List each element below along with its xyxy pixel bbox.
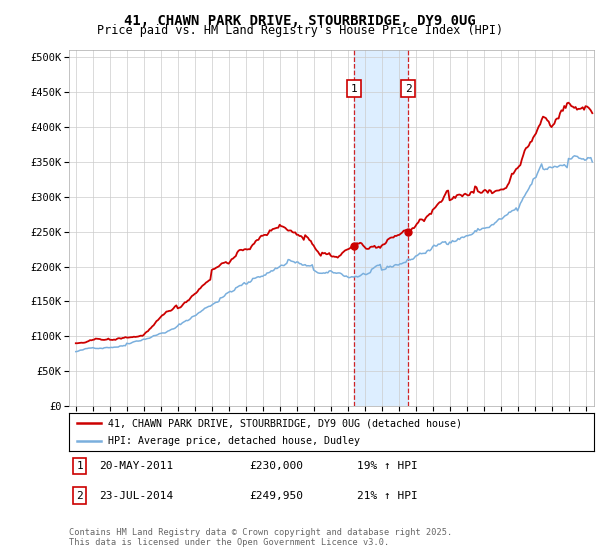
Text: 23-JUL-2014: 23-JUL-2014	[99, 491, 173, 501]
Text: 19% ↑ HPI: 19% ↑ HPI	[357, 461, 418, 471]
Text: Price paid vs. HM Land Registry's House Price Index (HPI): Price paid vs. HM Land Registry's House …	[97, 24, 503, 37]
Text: 41, CHAWN PARK DRIVE, STOURBRIDGE, DY9 0UG (detached house): 41, CHAWN PARK DRIVE, STOURBRIDGE, DY9 0…	[109, 418, 463, 428]
Text: 21% ↑ HPI: 21% ↑ HPI	[357, 491, 418, 501]
Text: Contains HM Land Registry data © Crown copyright and database right 2025.
This d: Contains HM Land Registry data © Crown c…	[69, 528, 452, 547]
Bar	[354, 50, 408, 406]
Text: 1: 1	[76, 461, 83, 471]
Text: £230,000: £230,000	[249, 461, 303, 471]
Text: 2: 2	[405, 84, 412, 94]
Text: HPI: Average price, detached house, Dudley: HPI: Average price, detached house, Dudl…	[109, 436, 361, 446]
Text: 2: 2	[76, 491, 83, 501]
Text: £249,950: £249,950	[249, 491, 303, 501]
Text: 1: 1	[351, 84, 358, 94]
Text: 20-MAY-2011: 20-MAY-2011	[99, 461, 173, 471]
Text: 41, CHAWN PARK DRIVE, STOURBRIDGE, DY9 0UG: 41, CHAWN PARK DRIVE, STOURBRIDGE, DY9 0…	[124, 14, 476, 28]
